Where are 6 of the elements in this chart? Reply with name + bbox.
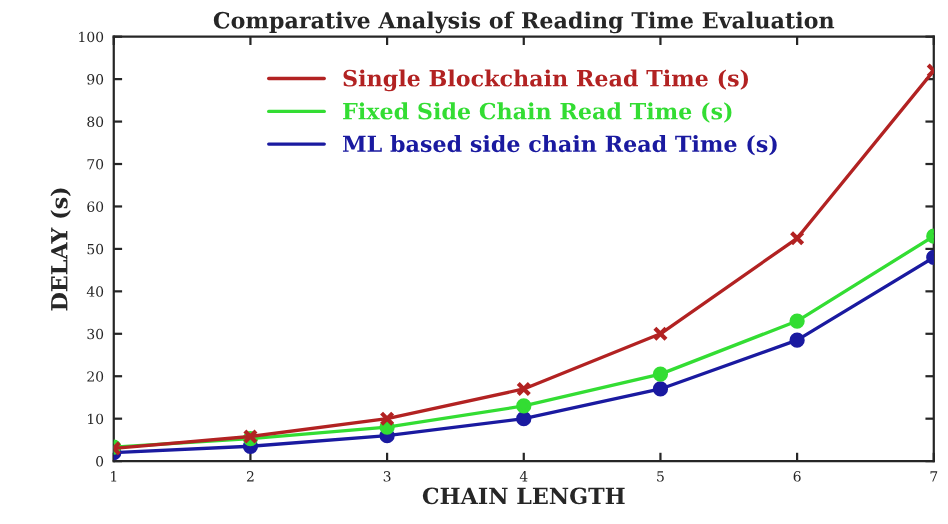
y-axis-title: DELAY (s) <box>50 188 71 311</box>
x-axis-title: CHAIN LENGTH <box>422 487 625 505</box>
chart-title: Comparative Analysis of Reading Time Evaluation <box>213 11 835 34</box>
legend-label: Fixed Side Chain Read Time (s) <box>343 102 732 123</box>
legend-label: Single Blockchain Read Time (s) <box>343 69 749 92</box>
legend-label: ML based side chain Read Time (s) <box>342 134 777 156</box>
